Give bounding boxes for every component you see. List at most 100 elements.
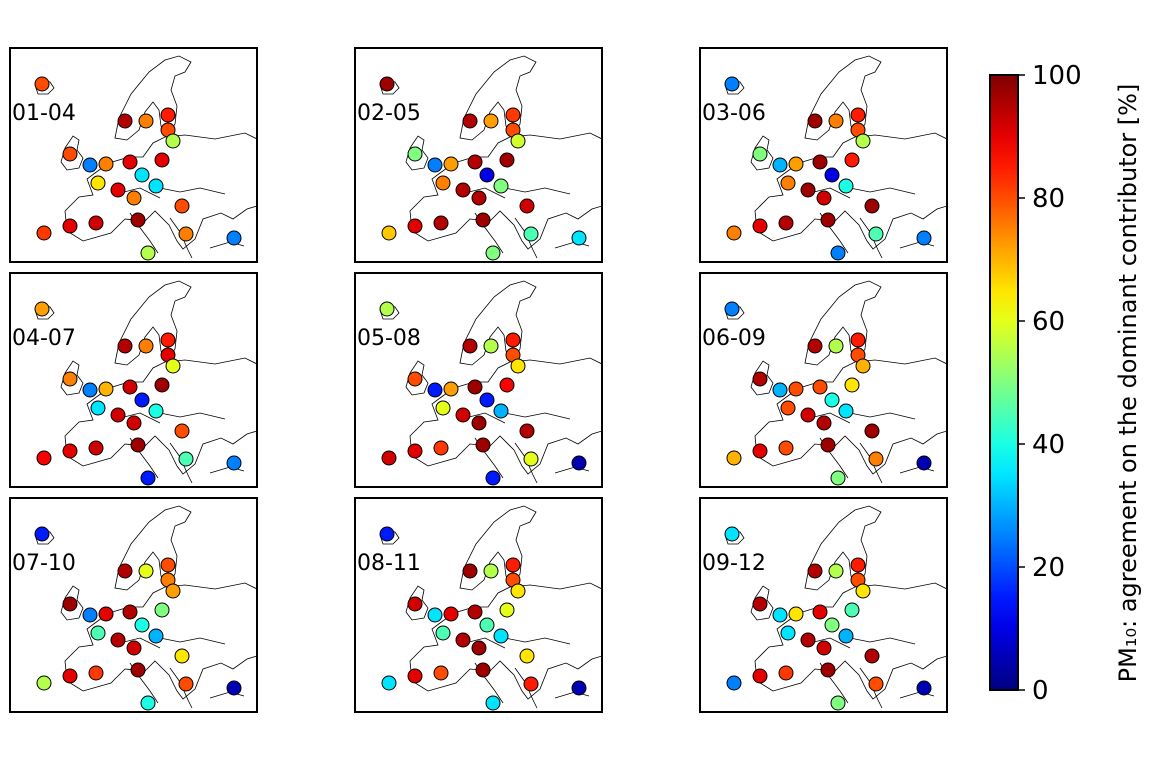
station-marker bbox=[493, 628, 509, 644]
station-marker bbox=[523, 451, 539, 467]
station-marker bbox=[467, 604, 483, 620]
station-marker bbox=[178, 226, 194, 242]
station-marker bbox=[778, 215, 794, 231]
station-marker bbox=[62, 146, 78, 162]
station-marker bbox=[174, 423, 190, 439]
station-marker bbox=[165, 133, 181, 149]
station-marker bbox=[483, 338, 499, 354]
station-marker bbox=[160, 107, 176, 123]
map-content bbox=[724, 280, 947, 486]
station-marker bbox=[571, 455, 587, 471]
station-marker bbox=[523, 226, 539, 242]
station-marker bbox=[82, 382, 98, 398]
station-marker bbox=[117, 563, 133, 579]
station-marker bbox=[510, 358, 526, 374]
map-content bbox=[379, 280, 602, 486]
station-marker bbox=[838, 628, 854, 644]
station-marker bbox=[830, 695, 846, 711]
colorbar-gradient bbox=[989, 74, 1019, 691]
station-marker bbox=[855, 583, 871, 599]
station-marker bbox=[381, 675, 397, 691]
station-marker bbox=[800, 407, 816, 423]
station-marker bbox=[154, 377, 170, 393]
station-marker bbox=[807, 563, 823, 579]
station-marker bbox=[443, 156, 459, 172]
colorbar-tick-label: 100 bbox=[1032, 61, 1082, 91]
station-marker bbox=[138, 563, 154, 579]
station-marker bbox=[824, 392, 840, 408]
map-content bbox=[379, 55, 602, 261]
station-marker bbox=[828, 338, 844, 354]
station-marker bbox=[816, 190, 832, 206]
station-marker bbox=[226, 230, 242, 246]
station-marker bbox=[178, 676, 194, 692]
station-marker bbox=[485, 695, 501, 711]
station-marker bbox=[165, 583, 181, 599]
map-content bbox=[34, 55, 257, 261]
station-marker bbox=[828, 113, 844, 129]
station-marker bbox=[427, 382, 443, 398]
map-panel: 08-11 bbox=[354, 497, 603, 713]
station-marker bbox=[88, 665, 104, 681]
station-marker bbox=[160, 332, 176, 348]
station-marker bbox=[820, 212, 836, 228]
station-marker bbox=[134, 167, 150, 183]
panel-label: 01-04 bbox=[12, 101, 76, 126]
station-marker bbox=[844, 377, 860, 393]
station-marker bbox=[435, 175, 451, 191]
station-marker bbox=[820, 437, 836, 453]
station-marker bbox=[82, 607, 98, 623]
station-marker bbox=[381, 225, 397, 241]
station-marker bbox=[780, 175, 796, 191]
station-marker bbox=[800, 182, 816, 198]
panel-frame bbox=[354, 272, 603, 488]
station-marker bbox=[479, 617, 495, 633]
colorbar-label: PM₁₀: agreement on the dominant contribu… bbox=[1114, 84, 1142, 683]
station-marker bbox=[36, 450, 52, 466]
station-marker bbox=[34, 301, 50, 317]
panel-frame bbox=[9, 497, 258, 713]
station-marker bbox=[844, 602, 860, 618]
station-marker bbox=[475, 662, 491, 678]
station-marker bbox=[110, 182, 126, 198]
station-marker bbox=[916, 230, 932, 246]
station-marker bbox=[138, 338, 154, 354]
station-marker bbox=[772, 607, 788, 623]
station-marker bbox=[110, 632, 126, 648]
station-marker bbox=[379, 76, 395, 92]
station-marker bbox=[90, 175, 106, 191]
station-marker bbox=[780, 625, 796, 641]
station-marker bbox=[752, 668, 768, 684]
station-marker bbox=[724, 526, 740, 542]
station-marker bbox=[868, 676, 884, 692]
station-marker bbox=[126, 640, 142, 656]
station-marker bbox=[844, 152, 860, 168]
station-marker bbox=[226, 455, 242, 471]
station-marker bbox=[126, 190, 142, 206]
station-marker bbox=[134, 392, 150, 408]
station-marker bbox=[519, 198, 535, 214]
station-marker bbox=[433, 665, 449, 681]
station-marker bbox=[148, 403, 164, 419]
panel-frame bbox=[9, 272, 258, 488]
station-marker bbox=[467, 379, 483, 395]
map-panel: 03-06 bbox=[699, 47, 948, 263]
station-marker bbox=[148, 178, 164, 194]
station-marker bbox=[571, 230, 587, 246]
station-marker bbox=[752, 146, 768, 162]
station-marker bbox=[407, 443, 423, 459]
station-marker bbox=[838, 178, 854, 194]
station-marker bbox=[726, 450, 742, 466]
station-marker bbox=[122, 604, 138, 620]
station-marker bbox=[443, 606, 459, 622]
station-marker bbox=[122, 154, 138, 170]
panel-label: 02-05 bbox=[357, 101, 421, 126]
map-content bbox=[34, 505, 257, 711]
station-marker bbox=[807, 113, 823, 129]
station-marker bbox=[816, 415, 832, 431]
station-marker bbox=[407, 596, 423, 612]
panel-label: 06-09 bbox=[702, 326, 766, 351]
station-marker bbox=[788, 381, 804, 397]
station-marker bbox=[752, 218, 768, 234]
station-marker bbox=[122, 379, 138, 395]
